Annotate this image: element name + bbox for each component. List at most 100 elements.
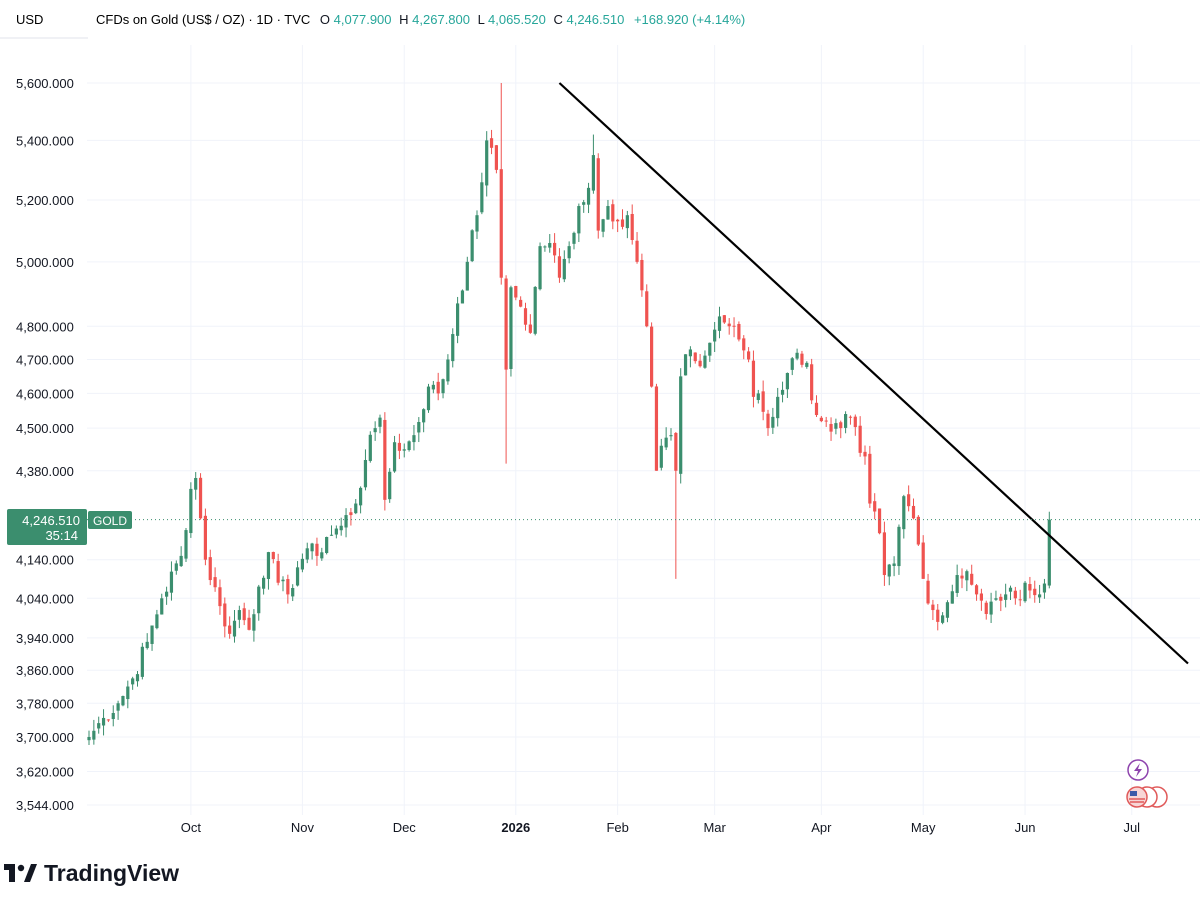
- y-tick-label: 5,600.000: [16, 76, 74, 91]
- candle: [504, 275, 508, 464]
- candle: [970, 564, 974, 586]
- y-tick-label: 3,544.000: [16, 798, 74, 813]
- candle: [693, 352, 697, 364]
- candle: [446, 354, 450, 385]
- candle: [189, 482, 193, 538]
- candle: [373, 421, 377, 441]
- candle: [150, 625, 154, 651]
- close-value: 4,246.510: [566, 12, 624, 27]
- candle: [392, 435, 397, 473]
- candle: [378, 414, 382, 434]
- candle: [756, 389, 760, 404]
- high-value: 4,267.800: [412, 12, 470, 27]
- candle: [897, 524, 901, 575]
- candle: [664, 427, 668, 451]
- candle: [688, 346, 692, 368]
- x-tick-label: Jun: [1015, 820, 1036, 835]
- candle: [892, 556, 896, 577]
- trendline-drawing[interactable]: [558, 82, 1189, 665]
- candle: [936, 604, 940, 631]
- candle: [916, 515, 920, 547]
- candle: [703, 350, 707, 369]
- candle: [169, 561, 174, 601]
- candle: [945, 600, 950, 623]
- candle: [315, 537, 319, 566]
- candle: [271, 551, 275, 564]
- candle: [732, 317, 736, 338]
- candle: [1038, 584, 1042, 603]
- candle: [407, 440, 411, 452]
- badge-countdown: 35:14: [45, 528, 78, 543]
- price-axis[interactable]: 5,600.000 5,400.000 5,200.000 5,000.000 4,80…: [16, 76, 74, 813]
- candle: [349, 508, 353, 526]
- lightning-icon[interactable]: [1127, 759, 1149, 781]
- candle: [572, 231, 576, 250]
- candle: [805, 361, 809, 369]
- y-tick-label: 4,700.000: [16, 352, 74, 367]
- candle: [586, 182, 591, 214]
- candle: [92, 719, 96, 745]
- candle: [737, 321, 741, 342]
- candle: [761, 380, 765, 421]
- candle: [974, 583, 979, 601]
- x-tick-label: Nov: [291, 820, 315, 835]
- y-tick-label: 4,040.000: [16, 591, 74, 606]
- candle: [300, 553, 304, 573]
- candle: [674, 431, 678, 579]
- candle: [931, 599, 935, 621]
- candle: [853, 414, 857, 436]
- candle: [800, 350, 804, 368]
- candle: [654, 383, 659, 471]
- candle: [223, 597, 227, 638]
- x-tick-label: Apr: [811, 820, 832, 835]
- candle: [567, 241, 571, 264]
- y-tick-label: 5,400.000: [16, 133, 74, 148]
- candle: [965, 569, 969, 592]
- candle: [179, 546, 183, 567]
- candle: [543, 245, 547, 252]
- candle: [116, 700, 120, 720]
- candle: [412, 424, 416, 451]
- candle: [286, 574, 290, 604]
- candle: [359, 486, 363, 514]
- candle: [1004, 583, 1008, 608]
- candle: [582, 199, 586, 213]
- candle: [465, 256, 469, 291]
- candle: [310, 542, 314, 560]
- x-tick-label: Oct: [181, 820, 202, 835]
- candle: [683, 354, 688, 376]
- candle: [548, 234, 552, 253]
- candle: [1042, 578, 1047, 599]
- trendline[interactable]: [558, 82, 1189, 665]
- candle: [237, 605, 241, 629]
- candle: [911, 498, 916, 520]
- candle: [708, 342, 712, 362]
- time-axis[interactable]: OctNovDec2026FebMarAprMayJunJulAug: [181, 820, 1200, 835]
- candle: [1033, 580, 1037, 603]
- candle: [131, 676, 135, 690]
- candle: [499, 83, 503, 285]
- candle: [717, 306, 722, 339]
- open-label: O: [320, 12, 330, 27]
- candle: [291, 584, 295, 602]
- y-tick-label: 4,800.000: [16, 319, 74, 334]
- candle: [751, 350, 756, 408]
- candle: [126, 680, 130, 709]
- currency-label[interactable]: USD: [16, 12, 43, 27]
- candle: [480, 172, 484, 215]
- candle: [489, 129, 494, 155]
- candle: [785, 372, 789, 398]
- candle: [494, 144, 498, 174]
- candle: [155, 609, 159, 630]
- y-tick-label: 4,600.000: [16, 386, 74, 401]
- brand-name: TradingView: [44, 860, 179, 886]
- candle: [679, 368, 683, 484]
- us-flag-icon[interactable]: [1126, 786, 1168, 808]
- open-value: 4,077.900: [334, 12, 392, 27]
- candle: [281, 576, 285, 592]
- tradingview-logo[interactable]: TradingView: [4, 860, 179, 886]
- y-tick-label: 4,140.000: [16, 553, 74, 568]
- candle: [198, 473, 203, 520]
- candle: [194, 472, 198, 500]
